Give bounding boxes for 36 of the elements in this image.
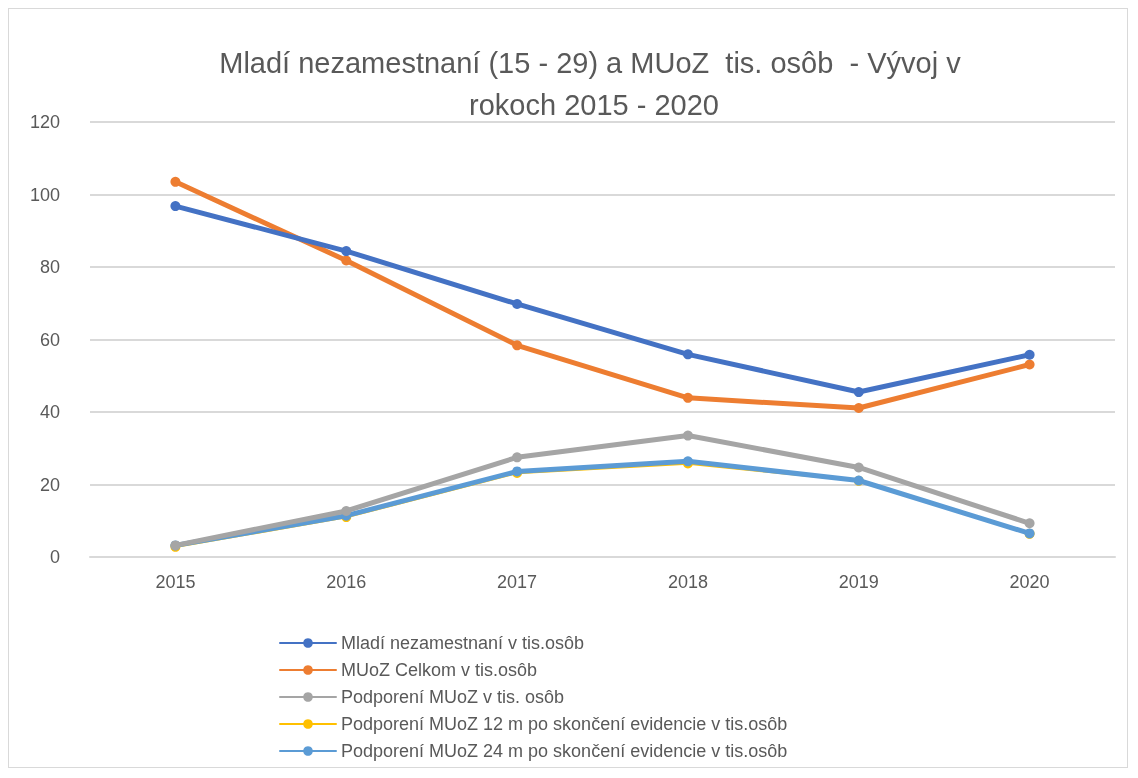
chart-title: Mladí nezamestnaní (15 - 29) a MUoZ tis. osôb - Vývoj v rokoch 2015 - 2020 — [219, 47, 969, 121]
legend-label: Podporení MUoZ v tis. osôb — [341, 687, 565, 707]
point — [341, 255, 352, 266]
x-tick-label: 2019 — [838, 572, 879, 592]
point — [853, 403, 864, 414]
point — [170, 176, 181, 187]
x-tick-label: 2015 — [155, 572, 196, 592]
legend-label: Podporení MUoZ 12 m po skončení evidencie v tis.osôb — [341, 714, 788, 734]
x-tick-label: 2017 — [497, 572, 538, 592]
point — [341, 505, 352, 516]
x-tick-label: 2018 — [667, 572, 708, 592]
point — [682, 430, 693, 441]
point — [682, 392, 693, 403]
point — [682, 349, 693, 360]
y-tick-label: 100 — [29, 184, 60, 205]
point — [512, 298, 523, 309]
point — [512, 340, 523, 351]
x-tick-label: 2016 — [326, 572, 367, 592]
legend-label: Podporení MUoZ 24 m po skončení evidencie v tis.osôb — [341, 741, 788, 761]
point — [853, 387, 864, 398]
y-tick-label: 20 — [39, 474, 60, 495]
y-tick-label: 60 — [39, 329, 60, 350]
point — [1024, 359, 1035, 370]
point — [853, 462, 864, 473]
y-tick-label: 0 — [49, 547, 60, 567]
legend-label: Mladí nezamestnaní v tis.osôb — [341, 633, 585, 653]
point — [512, 452, 523, 463]
legend-label: MUoZ Celkom v tis.osôb — [341, 660, 538, 680]
point — [341, 246, 352, 257]
point — [1024, 349, 1035, 360]
y-tick-label: 40 — [39, 402, 60, 422]
point — [1024, 518, 1035, 529]
y-tick-label: 80 — [39, 257, 60, 277]
y-tick-label: 120 — [29, 112, 60, 132]
x-tick-label: 2020 — [1009, 572, 1050, 592]
point — [170, 201, 181, 212]
